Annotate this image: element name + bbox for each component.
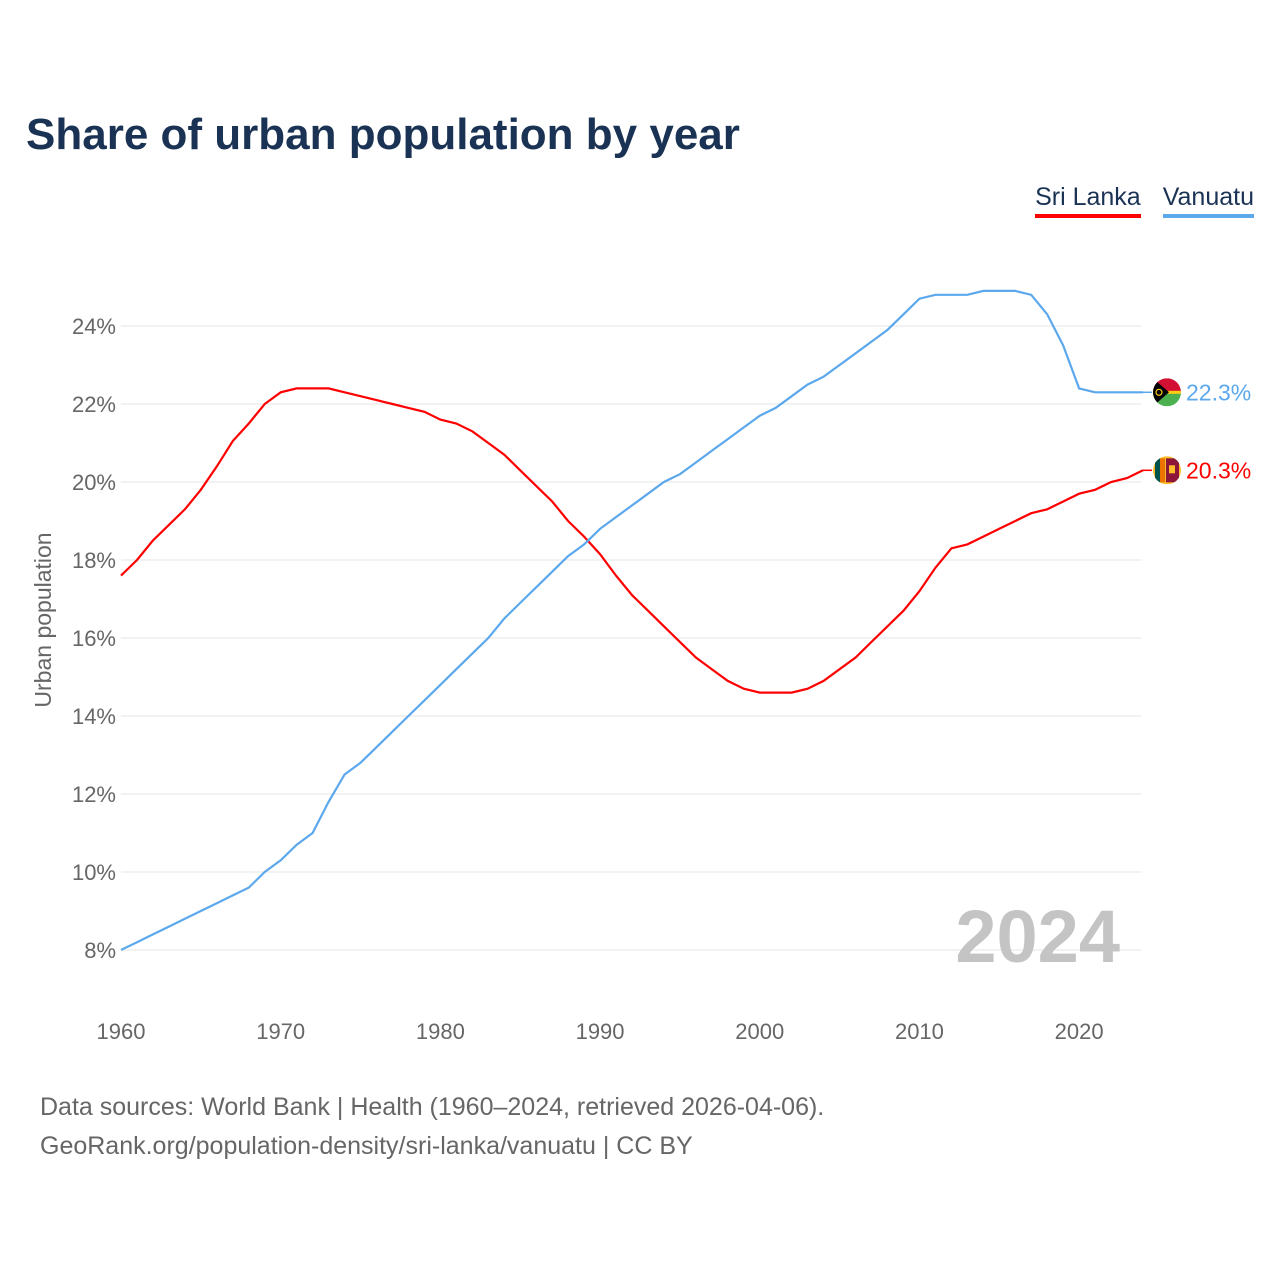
vanuatu-flag-icon — [1153, 378, 1181, 407]
chart-title: Share of urban population by year — [26, 110, 740, 159]
x-tick-label: 1960 — [97, 1019, 146, 1044]
end-value-label: 22.3% — [1186, 379, 1251, 405]
x-tick-label: 1970 — [256, 1019, 305, 1044]
legend-vanuatu[interactable]: Vanuatu — [1162, 183, 1254, 218]
y-tick-label: 12% — [72, 782, 116, 807]
y-tick-label: 10% — [72, 860, 116, 885]
year-watermark: 2024 — [955, 895, 1120, 978]
y-tick-label: 14% — [72, 704, 116, 729]
series-line-vanuatu[interactable] — [120, 289, 1143, 951]
legend-sri-lanka[interactable]: Sri Lanka — [1035, 183, 1141, 218]
y-axis-label: Urban population — [30, 532, 56, 707]
source-note: Data sources: World Bank | Health (1960–… — [40, 1088, 824, 1166]
x-tick-label: 2020 — [1055, 1019, 1104, 1044]
y-tick-label: 16% — [72, 626, 116, 651]
end-value-label: 20.3% — [1186, 457, 1251, 483]
x-tick-label: 1980 — [416, 1019, 465, 1044]
series-line-sri-lanka[interactable] — [120, 387, 1144, 694]
y-tick-label: 22% — [72, 392, 116, 417]
source-link[interactable]: GeoRank.org/population-density/sri-lanka… — [40, 1132, 693, 1160]
sri-lanka-flag-icon — [1153, 456, 1181, 485]
x-tick-label: 2010 — [895, 1019, 944, 1044]
x-tick-label: 2000 — [735, 1019, 784, 1044]
y-tick-label: 24% — [72, 314, 116, 339]
y-tick-label: 20% — [72, 470, 116, 495]
y-tick-label: 8% — [84, 938, 116, 963]
y-tick-label: 18% — [72, 548, 116, 573]
source-line: Data sources: World Bank | Health (1960–… — [40, 1093, 825, 1121]
x-tick-label: 1990 — [576, 1019, 625, 1044]
legend: Sri Lanka Vanuatu — [1035, 183, 1254, 218]
